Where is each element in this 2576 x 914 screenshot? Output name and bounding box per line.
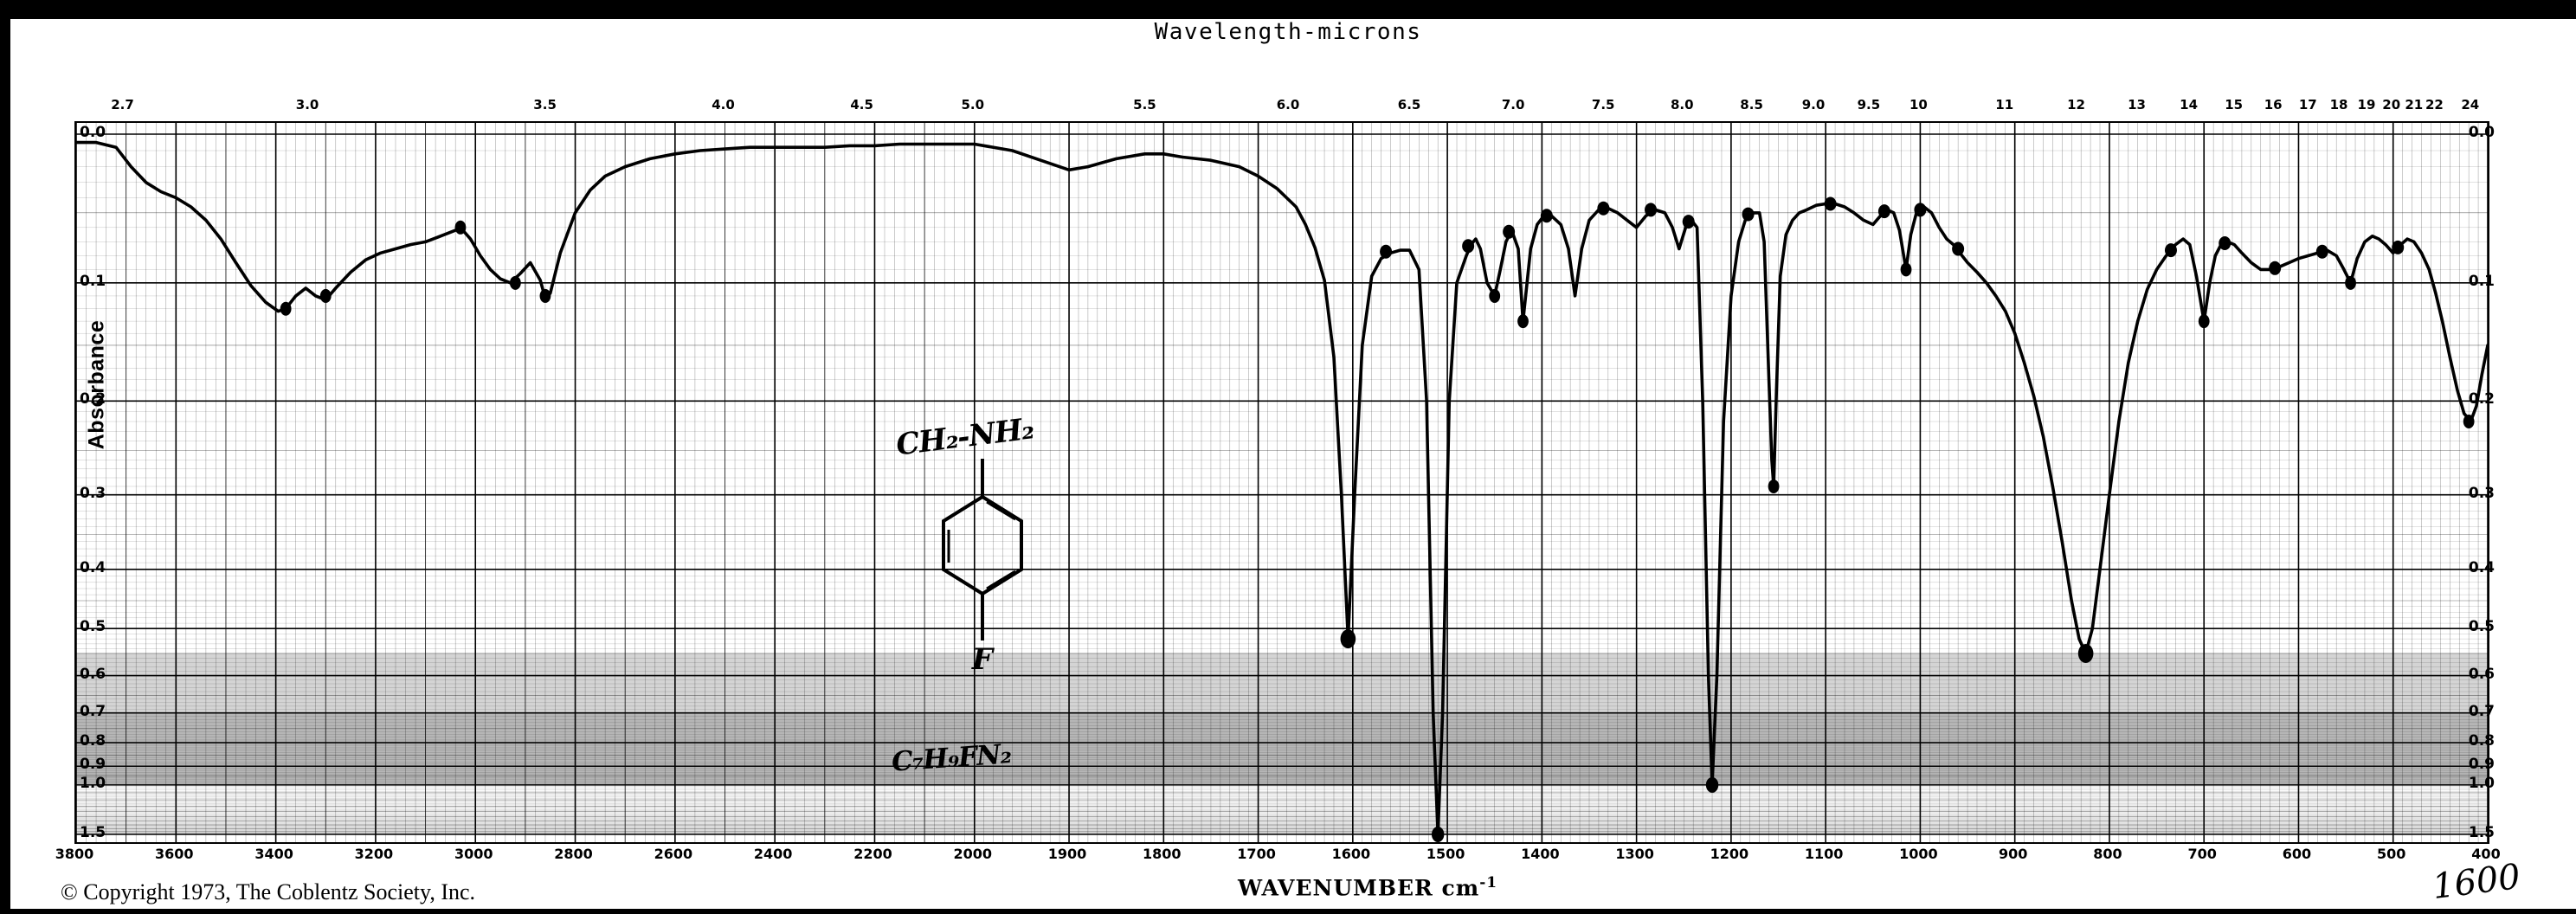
absorbance-tick-label-right: 1.0 — [2468, 774, 2495, 792]
copyright-notice: © Copyright 1973, The Coblentz Society, … — [61, 879, 476, 904]
wavelength-tick-label: 6.0 — [1276, 97, 1300, 113]
absorbance-tick-label-right: 0.3 — [2468, 484, 2495, 502]
wavelength-tick-label: 6.5 — [1397, 97, 1421, 113]
wavenumber-tick-label: 600 — [2282, 846, 2312, 862]
absorbance-tick-label-left: 0.5 — [80, 618, 106, 636]
wavenumber-tick-label: 2000 — [953, 846, 993, 862]
page-title: Wavelength-microns — [1154, 19, 1422, 45]
absorbance-tick-label-left: 0.6 — [80, 665, 106, 683]
wavelength-tick-label: 20 — [2382, 97, 2401, 113]
wavenumber-tick-label: 1100 — [1804, 846, 1844, 862]
wavenumber-tick-label: 1500 — [1426, 846, 1465, 862]
wavelength-tick-label: 2.7 — [111, 97, 134, 113]
wavenumber-tick-label: 3200 — [354, 846, 394, 862]
wavenumber-tick-label: 3400 — [254, 846, 293, 862]
wavenumber-tick-label: 700 — [2187, 846, 2217, 862]
wavelength-tick-label: 7.0 — [1501, 97, 1525, 113]
wavenumber-tick-label: 2400 — [753, 846, 793, 862]
wavenumber-tick-label: 1000 — [1899, 846, 1938, 862]
absorbance-tick-label-right: 0.0 — [2468, 124, 2495, 141]
wavelength-tick-label: 15 — [2225, 97, 2244, 113]
wavelength-tick-label: 5.5 — [1133, 97, 1156, 113]
absorbance-trace — [76, 140, 2488, 842]
wavelength-tick-label: 17 — [2298, 97, 2317, 113]
absorbance-tick-label-left: 0.3 — [80, 484, 106, 502]
wavenumber-tick-label: 3000 — [454, 846, 493, 862]
wavelength-tick-label: 7.5 — [1591, 97, 1615, 113]
wavenumber-tick-label: 1900 — [1047, 846, 1087, 862]
wavelength-tick-label: 22 — [2425, 97, 2444, 113]
wavenumber-tick-label: 2600 — [654, 846, 693, 862]
wavelength-tick-label: 13 — [2128, 97, 2146, 113]
grid-lines — [76, 123, 2488, 842]
wavelength-tick-label: 5.0 — [961, 97, 985, 113]
absorbance-tick-label-left: 0.0 — [80, 124, 106, 141]
absorbance-tick-label-right: 0.4 — [2468, 558, 2495, 576]
absorbance-tick-label-left: 0.8 — [80, 732, 106, 750]
x-axis-title-unit: cm — [1441, 875, 1480, 901]
para-substituent-label: F — [971, 642, 995, 677]
wavenumber-tick-label: 500 — [2377, 846, 2406, 862]
wavenumber-tick-label: 1200 — [1710, 846, 1749, 862]
wavenumber-axis-ticks: 3800 3600 3400 3200 3000 2800 2600 2400 2200 2000… — [55, 846, 2501, 868]
wavelength-axis-ticks: 2.7 3.0 3.5 4.0 4.5 5.0 5.5 6.0 6.5 7.0 7.5 8.0 8.5 9… — [74, 97, 2489, 121]
wavelength-tick-label: 4.0 — [712, 97, 735, 113]
absorbance-tick-label-right: 0.9 — [2468, 756, 2495, 774]
absorbance-tick-label-right: 1.5 — [2468, 824, 2495, 841]
wavelength-tick-label: 14 — [2180, 97, 2199, 113]
wavenumber-tick-label: 1300 — [1615, 846, 1654, 862]
benzene-ring-drawing: F — [942, 459, 1023, 677]
wavelength-tick-label: 19 — [2357, 97, 2376, 113]
wavenumber-tick-label: 2200 — [853, 846, 892, 862]
wavelength-tick-label: 3.0 — [295, 97, 319, 113]
absorbance-tick-label-left: 0.9 — [80, 756, 106, 774]
wavelength-tick-label: 8.0 — [1670, 97, 1694, 113]
wavelength-tick-label: 4.5 — [850, 97, 873, 113]
absorbance-tick-label-left: 0.4 — [80, 558, 106, 576]
wavenumber-tick-label: 2800 — [554, 846, 593, 862]
wavelength-tick-label: 11 — [1995, 97, 2014, 113]
absorbance-tick-label-right: 0.2 — [2468, 390, 2495, 409]
wavenumber-tick-label: 1600 — [1331, 846, 1371, 862]
wavelength-tick-label: 9.0 — [1801, 97, 1826, 113]
x-axis-title-exponent: -1 — [1479, 874, 1498, 891]
absorbance-tick-label-left: 0.7 — [80, 702, 106, 720]
absorbance-tick-label-right: 0.5 — [2468, 618, 2495, 636]
wavelength-tick-label: 8.5 — [1740, 97, 1763, 113]
spectrum-plot-area — [74, 121, 2489, 844]
absorbance-tick-label-left: 1.0 — [80, 774, 106, 792]
wavenumber-tick-label: 3800 — [55, 846, 94, 862]
absorbance-tick-label-right: 0.7 — [2468, 702, 2495, 720]
scan-edge-artifact-top — [0, 0, 2576, 19]
wavenumber-tick-label: 900 — [1998, 846, 2028, 862]
wavelength-tick-label: 10 — [1909, 97, 1928, 113]
absorbance-tick-label-left: 0.2 — [80, 390, 106, 409]
wavenumber-tick-label: 400 — [2471, 846, 2501, 862]
wavenumber-tick-label: 1700 — [1237, 846, 1276, 862]
high-absorbance-shading — [76, 653, 2488, 785]
scan-edge-artifact-bottom — [0, 909, 2576, 914]
wavenumber-tick-label: 3600 — [155, 846, 194, 862]
wavelength-tick-label: 16 — [2264, 97, 2283, 113]
wavelength-tick-label: 21 — [2405, 97, 2424, 113]
absorbance-tick-label-left: 1.5 — [80, 824, 106, 841]
wavelength-tick-label: 18 — [2329, 97, 2348, 113]
x-axis-title-main: WAVENUMBER — [1238, 875, 1433, 901]
absorbance-tick-label-left: 0.1 — [80, 272, 106, 290]
wavenumber-tick-label: 1800 — [1143, 846, 1182, 862]
y-axis-title: Absorbance — [84, 319, 109, 450]
wavelength-tick-label: 24 — [2461, 97, 2480, 113]
wavelength-tick-label: 9.5 — [1857, 97, 1881, 113]
wavenumber-tick-label: 800 — [2093, 846, 2122, 862]
absorbance-tick-label-right: 0.8 — [2468, 732, 2495, 750]
scan-edge-artifact-left — [0, 0, 10, 914]
wavelength-tick-label: 12 — [2067, 97, 2085, 113]
wavenumber-tick-label: 1400 — [1521, 846, 1560, 862]
x-axis-title: WAVENUMBER cm-1 — [1238, 874, 1497, 900]
absorbance-tick-label-right: 0.6 — [2468, 665, 2495, 683]
absorbance-tick-label-right: 0.1 — [2468, 272, 2495, 290]
wavelength-tick-label: 3.5 — [533, 97, 557, 113]
